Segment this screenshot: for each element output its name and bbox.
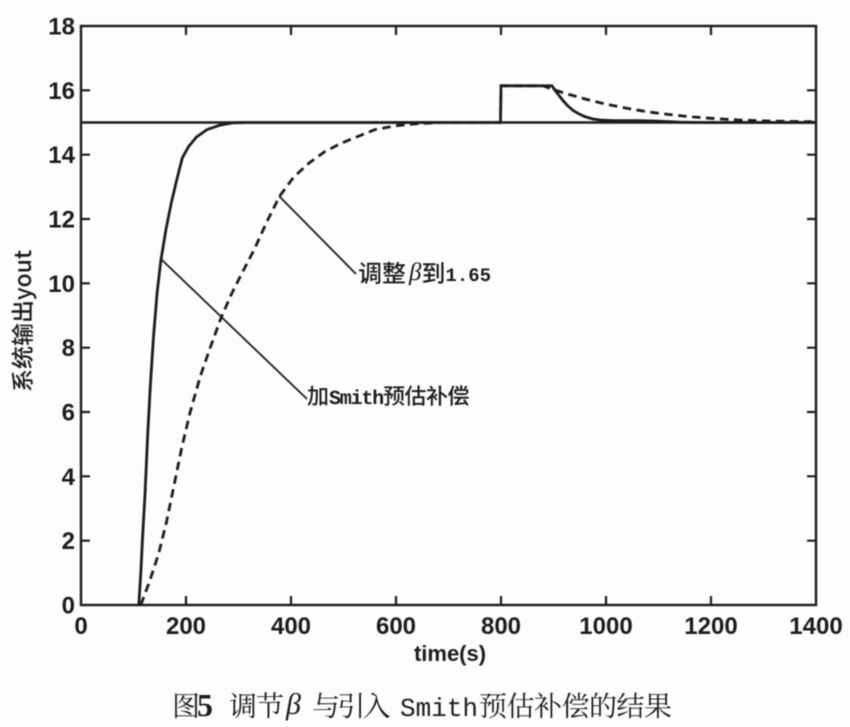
svg-text:0: 0 xyxy=(74,613,87,640)
svg-text:14: 14 xyxy=(48,142,75,169)
svg-text:6: 6 xyxy=(62,400,75,427)
svg-text:2: 2 xyxy=(62,528,75,555)
svg-text:time(s): time(s) xyxy=(414,641,486,666)
svg-text:800: 800 xyxy=(481,613,521,640)
svg-text:8: 8 xyxy=(62,335,75,362)
svg-text:200: 200 xyxy=(166,613,206,640)
svg-text:400: 400 xyxy=(271,613,311,640)
svg-text:18: 18 xyxy=(48,14,75,41)
svg-text:12: 12 xyxy=(48,207,75,234)
svg-text:10: 10 xyxy=(48,271,75,298)
svg-text:1400: 1400 xyxy=(789,613,842,640)
svg-text:4: 4 xyxy=(62,464,76,491)
svg-text:1000: 1000 xyxy=(579,613,632,640)
svg-text:600: 600 xyxy=(376,613,416,640)
svg-text:16: 16 xyxy=(48,78,75,105)
svg-text:1200: 1200 xyxy=(684,613,737,640)
svg-text:0: 0 xyxy=(62,593,75,620)
